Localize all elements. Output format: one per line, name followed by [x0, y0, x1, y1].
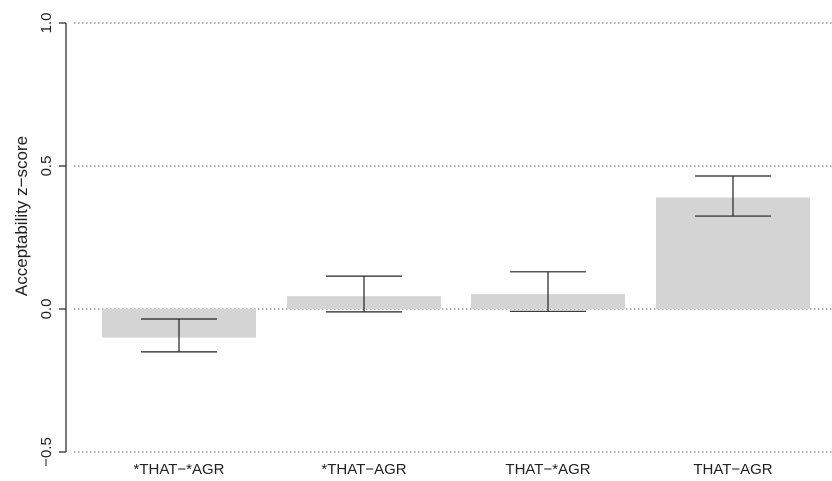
- x-tick-label: *THAT−*AGR: [134, 461, 225, 478]
- y-axis: −0.5 0.0 0.5 1.0: [38, 13, 67, 467]
- x-tick-label: THAT−AGR: [693, 461, 772, 478]
- y-tick-label: 0.0: [38, 299, 55, 320]
- x-tick-labels: *THAT−*AGR *THAT−AGR THAT−*AGR THAT−AGR: [134, 461, 773, 478]
- y-tick-label: 1.0: [38, 13, 55, 34]
- error-bar: [510, 271, 586, 312]
- y-tick-label: 0.5: [38, 156, 55, 177]
- error-bars: [141, 175, 771, 353]
- error-bar: [326, 275, 402, 313]
- y-axis-title: Acceptability z−score: [12, 136, 31, 296]
- bars: [102, 197, 810, 338]
- error-bar: [695, 175, 771, 217]
- x-tick-label: THAT−*AGR: [505, 461, 590, 478]
- y-tick-label: −0.5: [38, 437, 55, 467]
- error-bar: [141, 318, 217, 353]
- x-tick-label: *THAT−AGR: [321, 461, 406, 478]
